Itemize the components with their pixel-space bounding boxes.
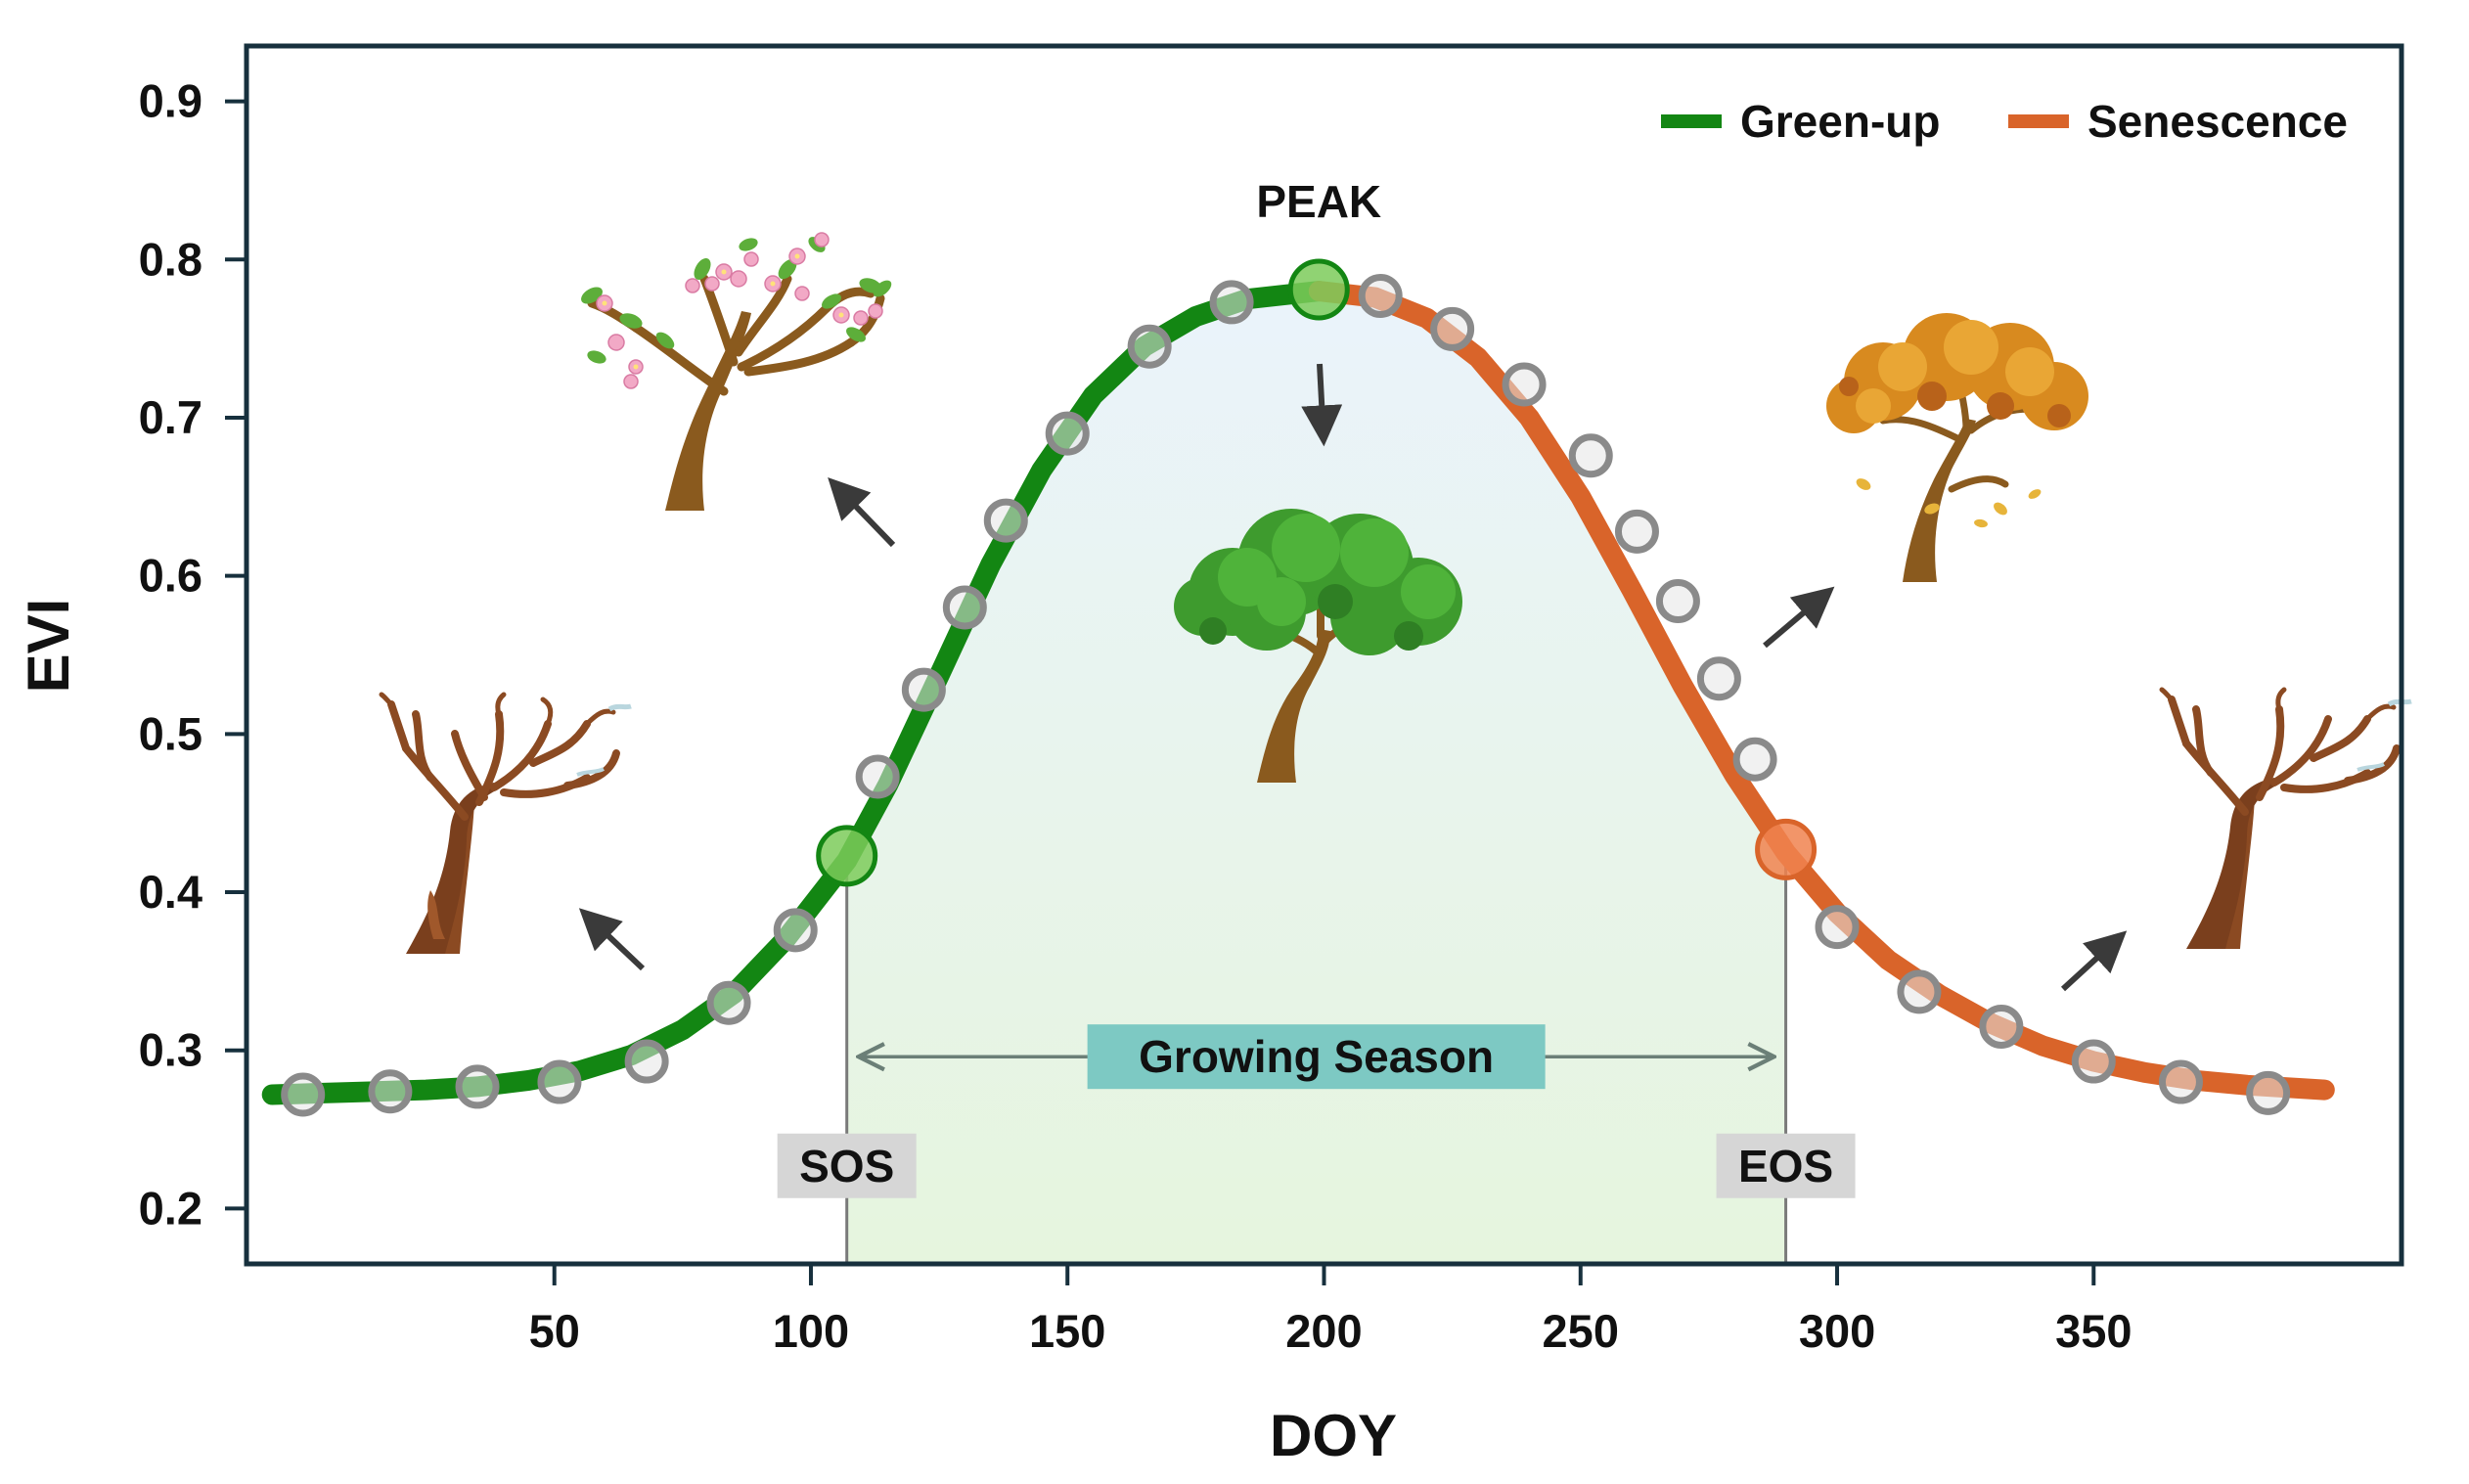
flowering-tree-spring-icon xyxy=(581,232,892,511)
y-tick-label: 0.7 xyxy=(139,391,202,443)
growing-season-fill xyxy=(846,291,1786,1264)
x-axis-title: DOY xyxy=(1270,1403,1397,1468)
x-tick-label: 300 xyxy=(1799,1305,1875,1357)
observation-point xyxy=(706,980,751,1025)
observation-point xyxy=(1732,737,1777,782)
x-tick-label: 50 xyxy=(529,1305,580,1357)
y-tick-label: 0.8 xyxy=(139,233,202,285)
x-axis: 50 100 150 200 250 300 350 xyxy=(529,1264,2132,1357)
x-tick-label: 350 xyxy=(2055,1305,2132,1357)
dormant-stage-arrow xyxy=(578,908,646,971)
bare-tree-late-season-icon xyxy=(2159,687,2412,949)
observation-point xyxy=(624,1039,669,1084)
bare-tree-winter-icon xyxy=(379,692,632,954)
observation-point xyxy=(1696,656,1741,701)
observation-point xyxy=(1045,411,1090,456)
observation-point xyxy=(368,1069,413,1114)
observation-point xyxy=(773,908,818,953)
observation-point xyxy=(1127,324,1172,369)
legend: Green-up Senescence xyxy=(1661,96,2348,147)
observation-point xyxy=(942,585,987,630)
x-tick-label: 150 xyxy=(1029,1305,1105,1357)
green-tree-summer-icon xyxy=(1174,509,1462,783)
observation-markers xyxy=(281,273,2291,1117)
x-tick-label: 200 xyxy=(1285,1305,1362,1357)
eos-point xyxy=(1755,818,1818,880)
observation-point xyxy=(1979,1004,2024,1049)
flowering-stage-arrow xyxy=(828,476,896,548)
observation-point xyxy=(2158,1059,2203,1104)
observation-point xyxy=(1502,362,1547,407)
y-axis: 0.2 0.3 0.4 0.5 0.6 0.7 0.8 0.9 xyxy=(139,75,247,1234)
observation-point xyxy=(2246,1070,2291,1115)
y-tick-label: 0.5 xyxy=(139,707,202,759)
legend-label-senescence: Senescence xyxy=(2087,96,2348,147)
x-tick-label: 100 xyxy=(773,1305,849,1357)
x-tick-label: 250 xyxy=(1543,1305,1619,1357)
observation-point xyxy=(1897,969,1942,1014)
observation-point xyxy=(1568,433,1613,478)
observation-point xyxy=(1430,306,1475,351)
observation-point xyxy=(1614,509,1659,554)
sos-label: SOS xyxy=(799,1141,894,1192)
observation-point xyxy=(1209,280,1254,325)
observation-point xyxy=(1815,905,1860,950)
y-tick-label: 0.9 xyxy=(139,75,202,127)
autumn-tree-fall-icon xyxy=(1826,313,2088,582)
y-axis-title: EVI xyxy=(16,599,81,694)
observation-point xyxy=(855,754,900,799)
sos-point xyxy=(816,825,878,887)
eos-label-box xyxy=(1716,1133,1856,1198)
growing-season-label: Growing Season xyxy=(1139,1031,1494,1082)
growing-season-box xyxy=(1087,1024,1546,1090)
y-tick-label: 0.6 xyxy=(139,550,202,602)
observation-point xyxy=(1655,579,1700,624)
sos-label-box xyxy=(777,1133,917,1198)
dormant-end-stage-arrow xyxy=(2060,930,2128,992)
y-tick-label: 0.4 xyxy=(139,866,202,918)
eos-label: EOS xyxy=(1738,1141,1833,1192)
peak-label: PEAK xyxy=(1256,176,1381,227)
peak-point xyxy=(1287,258,1350,321)
observation-point xyxy=(983,498,1028,543)
peak-arrow xyxy=(1301,363,1343,447)
observation-point xyxy=(901,667,946,712)
observation-point xyxy=(537,1059,582,1104)
observation-point xyxy=(455,1064,500,1109)
observation-point xyxy=(1358,273,1403,318)
legend-label-green-up: Green-up xyxy=(1740,96,1940,147)
observation-point xyxy=(281,1072,326,1117)
autumn-stage-arrow xyxy=(1763,586,1835,649)
y-tick-label: 0.3 xyxy=(139,1024,202,1076)
y-tick-label: 0.2 xyxy=(139,1182,202,1234)
observation-point xyxy=(2071,1039,2116,1084)
